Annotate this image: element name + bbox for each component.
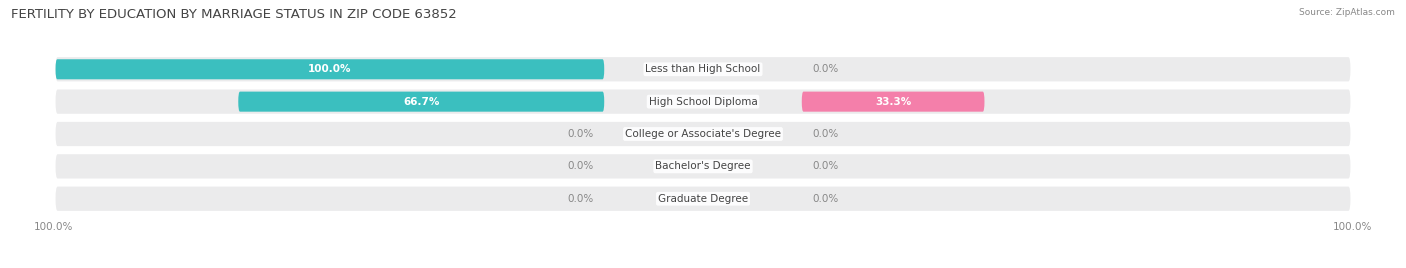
Text: 0.0%: 0.0%	[813, 64, 839, 74]
Text: 100.0%: 100.0%	[34, 222, 73, 232]
Text: College or Associate's Degree: College or Associate's Degree	[626, 129, 780, 139]
Text: 0.0%: 0.0%	[813, 194, 839, 204]
FancyBboxPatch shape	[56, 154, 1350, 178]
Text: 0.0%: 0.0%	[567, 129, 593, 139]
FancyBboxPatch shape	[56, 57, 1350, 81]
FancyBboxPatch shape	[56, 90, 1350, 114]
Text: 0.0%: 0.0%	[567, 194, 593, 204]
Text: 0.0%: 0.0%	[567, 161, 593, 171]
Text: 33.3%: 33.3%	[875, 97, 911, 107]
Text: Graduate Degree: Graduate Degree	[658, 194, 748, 204]
FancyBboxPatch shape	[56, 187, 1350, 211]
FancyBboxPatch shape	[56, 122, 1350, 146]
Text: Source: ZipAtlas.com: Source: ZipAtlas.com	[1299, 8, 1395, 17]
Text: Less than High School: Less than High School	[645, 64, 761, 74]
Text: 66.7%: 66.7%	[404, 97, 440, 107]
Text: Bachelor's Degree: Bachelor's Degree	[655, 161, 751, 171]
Text: 100.0%: 100.0%	[1333, 222, 1372, 232]
FancyBboxPatch shape	[238, 92, 605, 112]
Text: FERTILITY BY EDUCATION BY MARRIAGE STATUS IN ZIP CODE 63852: FERTILITY BY EDUCATION BY MARRIAGE STATU…	[11, 8, 457, 21]
FancyBboxPatch shape	[56, 59, 605, 79]
Text: 0.0%: 0.0%	[813, 161, 839, 171]
Text: 0.0%: 0.0%	[813, 129, 839, 139]
Text: High School Diploma: High School Diploma	[648, 97, 758, 107]
FancyBboxPatch shape	[801, 92, 984, 112]
Text: 100.0%: 100.0%	[308, 64, 352, 74]
